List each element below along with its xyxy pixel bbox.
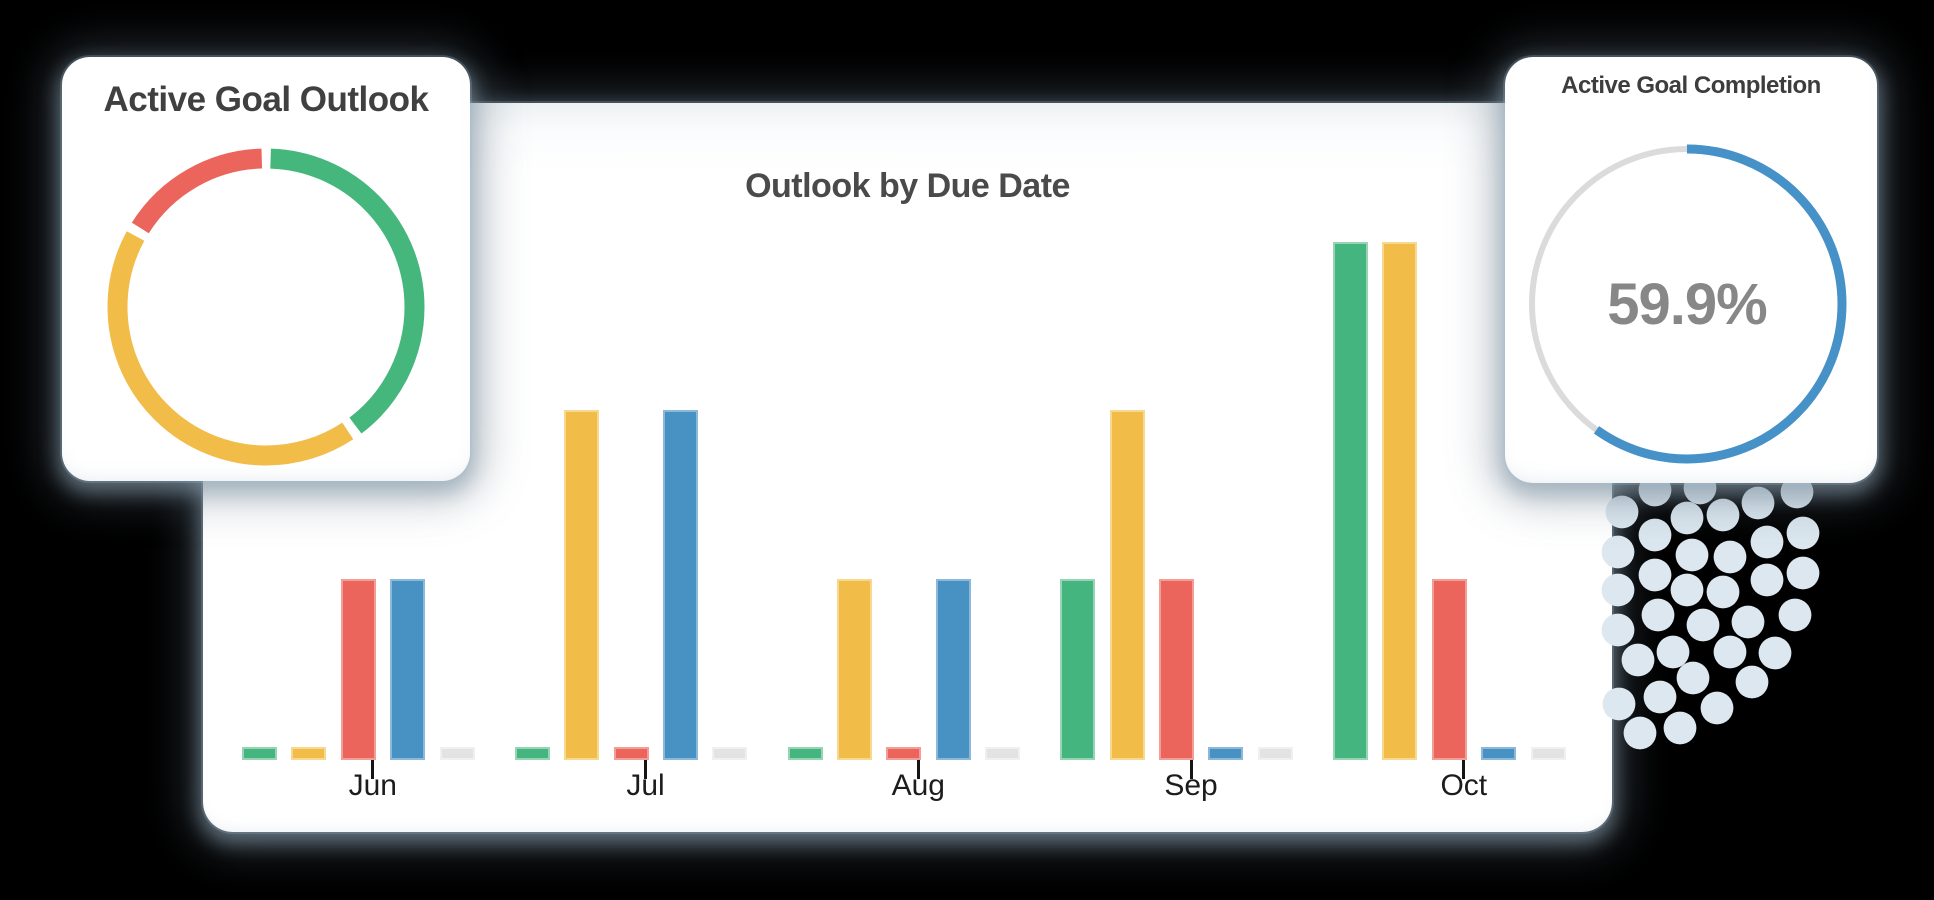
bar-sep-green[interactable] xyxy=(1060,579,1096,760)
bar-jul-blue[interactable] xyxy=(662,410,698,760)
bar-oct-blue[interactable] xyxy=(1481,747,1517,760)
decorative-dot xyxy=(1780,475,1814,509)
x-axis-label-aug: Aug xyxy=(891,769,945,802)
bar-oct-yellow[interactable] xyxy=(1382,242,1418,760)
x-axis-label-oct: Oct xyxy=(1440,769,1488,802)
decorative-dot xyxy=(1638,558,1672,592)
decorative-dots-pattern xyxy=(1601,471,1820,750)
decorative-dot xyxy=(1601,535,1635,569)
decorative-dot xyxy=(1713,540,1747,574)
decorative-dot xyxy=(1758,636,1792,670)
bar-oct-green[interactable] xyxy=(1333,242,1368,760)
x-axis-tick-oct xyxy=(1462,760,1466,779)
donut-card-title: Active Goal Outlook xyxy=(103,80,430,119)
decorative-dot xyxy=(1670,501,1704,535)
donut-segment-yellow[interactable] xyxy=(107,148,425,466)
bar-oct-red[interactable] xyxy=(1431,579,1467,760)
decorative-dot xyxy=(1643,680,1677,714)
bar-jun-gray[interactable] xyxy=(439,747,475,760)
decorative-dot xyxy=(1713,635,1747,669)
decorative-dot xyxy=(1641,598,1675,632)
decorative-dot xyxy=(1735,665,1769,699)
decorative-dot xyxy=(1638,518,1672,552)
decorative-dot xyxy=(1750,525,1784,559)
progress-card-title: Active Goal Completion xyxy=(1561,72,1821,99)
decorative-dot xyxy=(1706,575,1740,609)
decorative-dot xyxy=(1663,711,1697,745)
bar-chart: Jun Jul Aug Sep Oct xyxy=(203,103,1612,832)
donut-segment-green[interactable] xyxy=(107,148,425,466)
decorative-dot xyxy=(1670,573,1704,607)
bar-jul-yellow[interactable] xyxy=(564,410,600,760)
decorative-dot xyxy=(1786,556,1820,590)
x-axis-tick-aug xyxy=(916,760,920,779)
x-axis-label-sep: Sep xyxy=(1164,769,1218,802)
bar-aug-blue[interactable] xyxy=(935,579,971,760)
decorative-dot xyxy=(1605,495,1639,529)
goal-outlook-donut-chart xyxy=(107,148,425,466)
bar-jul-red[interactable] xyxy=(613,747,649,760)
decorative-dot xyxy=(1706,498,1740,532)
x-axis-tick-jun xyxy=(371,760,375,779)
bar-jul-gray[interactable] xyxy=(712,747,748,760)
x-axis-tick-sep xyxy=(1189,760,1193,779)
bar-aug-gray[interactable] xyxy=(985,747,1021,760)
bar-chart-title: Outlook by Due Date xyxy=(745,167,1070,205)
bar-sep-red[interactable] xyxy=(1159,579,1195,760)
bar-oct-gray[interactable] xyxy=(1530,747,1566,760)
decorative-dot xyxy=(1750,563,1784,597)
decorative-dot xyxy=(1778,598,1812,632)
decorative-dot xyxy=(1741,486,1775,520)
decorative-dot xyxy=(1623,716,1657,750)
bar-aug-red[interactable] xyxy=(886,747,922,760)
decorative-dot xyxy=(1601,613,1635,647)
progress-ring-value-arc xyxy=(1527,144,1847,464)
x-axis-label-jun: Jun xyxy=(348,769,397,802)
decorative-dot xyxy=(1786,516,1820,550)
decorative-dot xyxy=(1602,687,1636,721)
bar-jul-green[interactable] xyxy=(514,747,550,760)
active-goal-completion-card: Active Goal Completion 59.9% xyxy=(1505,57,1877,483)
decorative-dot xyxy=(1656,635,1690,669)
bar-sep-yellow[interactable] xyxy=(1109,410,1145,760)
bar-jun-red[interactable] xyxy=(340,579,376,760)
decorative-dot xyxy=(1621,643,1655,677)
bar-jun-blue[interactable] xyxy=(390,579,426,760)
completion-progress-ring xyxy=(1527,144,1847,464)
decorative-dot xyxy=(1601,573,1635,607)
bar-jun-green[interactable] xyxy=(242,747,277,760)
completion-percentage: 59.9% xyxy=(1607,271,1767,337)
bar-sep-blue[interactable] xyxy=(1208,747,1244,760)
x-axis-tick-jul xyxy=(644,760,648,779)
decorative-dot xyxy=(1731,605,1765,639)
active-goal-outlook-card: Active Goal Outlook xyxy=(62,57,470,481)
decorative-dot xyxy=(1676,661,1710,695)
bar-aug-yellow[interactable] xyxy=(836,579,872,760)
bar-jun-yellow[interactable] xyxy=(291,747,327,760)
bar-aug-green[interactable] xyxy=(787,747,823,760)
x-axis-label-jul: Jul xyxy=(626,769,665,802)
decorative-dot xyxy=(1675,538,1709,572)
completion-percentage-wrap: 59.9% xyxy=(1517,134,1857,474)
bar-sep-gray[interactable] xyxy=(1257,747,1293,760)
decorative-dot xyxy=(1700,691,1734,725)
decorative-dot xyxy=(1686,608,1720,642)
